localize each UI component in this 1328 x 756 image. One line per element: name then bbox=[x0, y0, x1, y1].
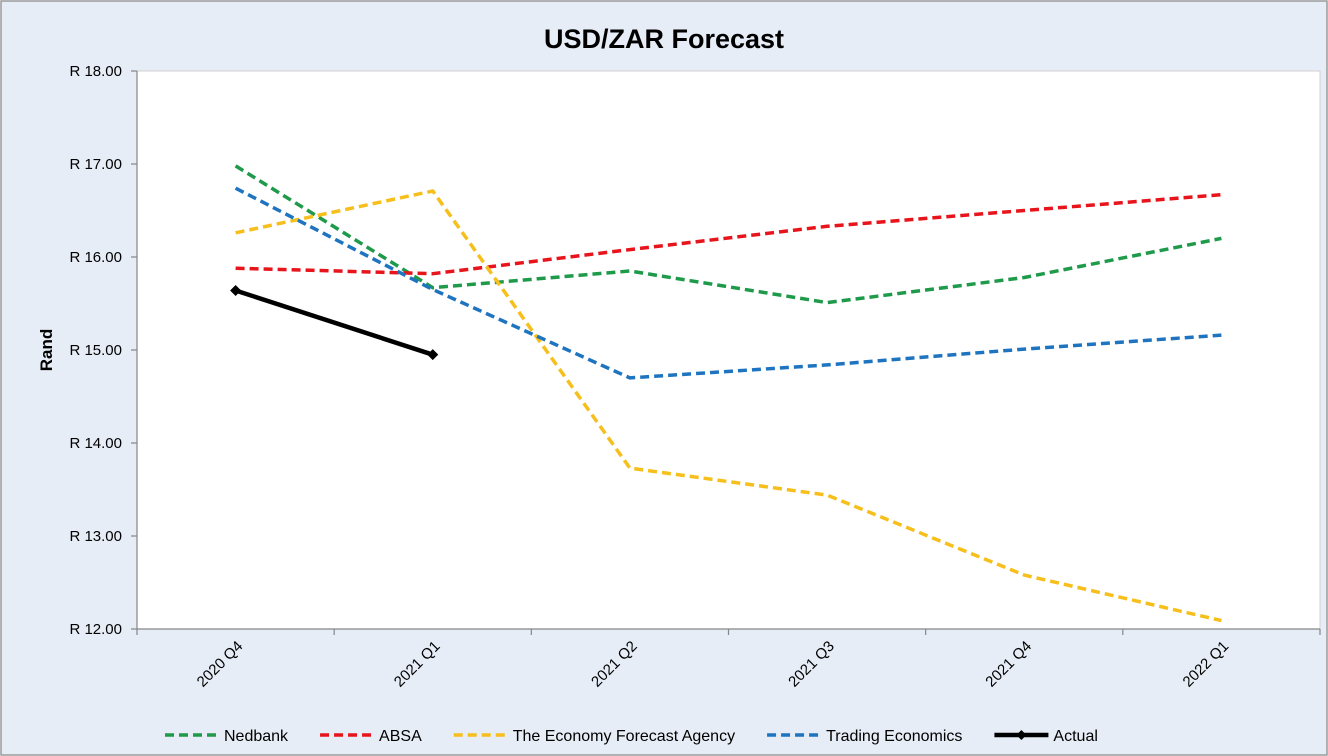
legend-label-nedbank: Nedbank bbox=[224, 728, 289, 745]
data-point-actual bbox=[230, 284, 242, 296]
chart-title: USD/ZAR Forecast bbox=[544, 24, 784, 54]
legend-label-the-economy-forecast-agency: The Economy Forecast Agency bbox=[513, 728, 735, 745]
series-line-the-economy-forecast-agency bbox=[235, 189, 1222, 623]
plot-area bbox=[136, 70, 1321, 630]
y-tick-label: R 16.00 bbox=[69, 249, 122, 266]
series-line-absa bbox=[235, 192, 1222, 276]
series-group bbox=[230, 164, 1222, 623]
legend-label-absa: ABSA bbox=[379, 728, 422, 745]
y-axis-label: Rand bbox=[37, 329, 56, 372]
legend-marker-actual bbox=[1016, 730, 1027, 740]
series-line-nedbank bbox=[234, 164, 1222, 305]
y-tick-label: R 15.00 bbox=[69, 342, 122, 359]
data-point-actual bbox=[427, 349, 439, 361]
y-tick-label: R 14.00 bbox=[69, 435, 122, 452]
series-line-trading-economics bbox=[234, 186, 1222, 380]
legend-label-actual: Actual bbox=[1053, 728, 1097, 745]
y-tick-label: R 13.00 bbox=[69, 528, 122, 545]
y-tick-label: R 17.00 bbox=[69, 156, 122, 173]
series-line-actual bbox=[234, 288, 434, 357]
y-tick-label: R 18.00 bbox=[69, 63, 122, 80]
y-tick-label: R 12.00 bbox=[69, 621, 122, 638]
legend-label-trading-economics: Trading Economics bbox=[826, 728, 962, 745]
legend: Nedbank ABSA The Economy Forecast Agency Tr… bbox=[165, 728, 1098, 745]
